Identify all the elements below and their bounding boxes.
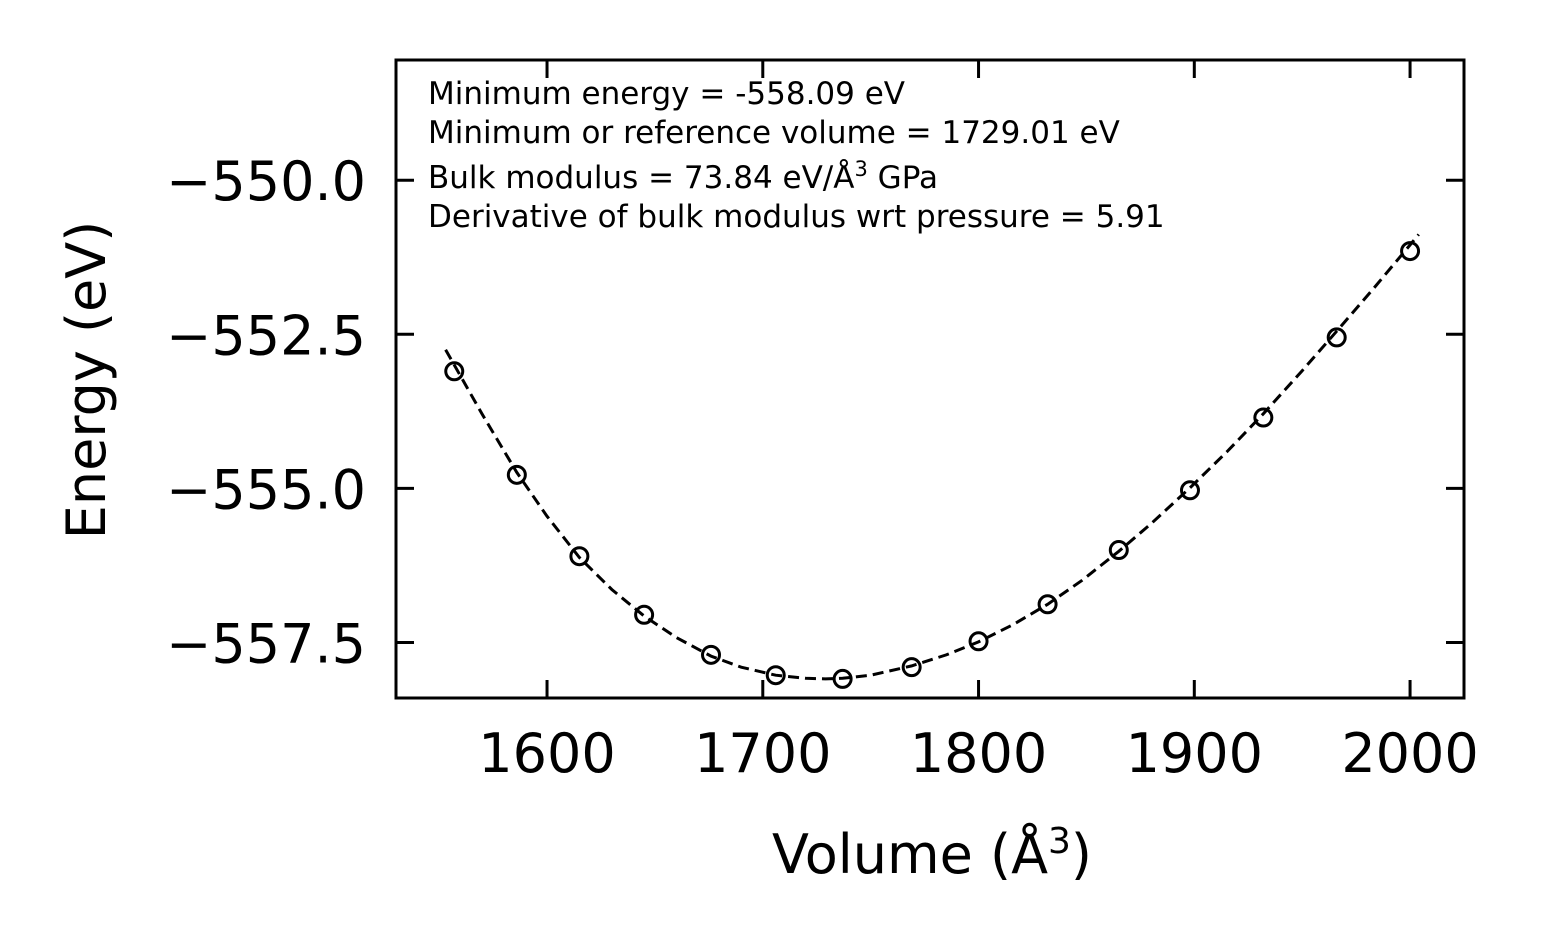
annotation-bulk-derivative: Derivative of bulk modulus wrt pressure … — [428, 199, 1165, 235]
data-point — [901, 657, 922, 678]
annotation-bulk-modulus: Bulk modulus = 73.84 eV/Å3 GPa — [428, 157, 938, 196]
x-axis-label: Volume (Å3) — [772, 821, 1092, 887]
x-tick-label: 2000 — [1341, 722, 1478, 785]
annotation-ref-volume: Minimum or reference volume = 1729.01 eV — [428, 115, 1120, 151]
data-point — [832, 668, 853, 689]
data-point — [506, 464, 527, 485]
data-point — [634, 604, 655, 625]
data-point — [1108, 540, 1129, 561]
axis-ticks — [396, 60, 1464, 698]
data-point — [444, 361, 465, 382]
data-points — [444, 241, 1421, 689]
data-point — [1179, 480, 1200, 501]
data-point — [1326, 327, 1347, 348]
data-point — [1037, 594, 1058, 615]
annotation-min-energy: Minimum energy = -558.09 eV — [428, 76, 905, 112]
x-tick-label: 1900 — [1126, 722, 1263, 785]
data-point — [968, 631, 989, 652]
data-point — [765, 665, 786, 686]
y-tick-label: −555.0 — [166, 458, 366, 521]
x-tick-label: 1600 — [478, 722, 615, 785]
y-axis-label: Energy (eV) — [55, 221, 118, 540]
y-tick-label: −550.0 — [166, 150, 366, 213]
data-point — [1400, 241, 1421, 262]
y-tick-label: −557.5 — [166, 613, 366, 676]
x-tick-label: 1800 — [910, 722, 1047, 785]
data-point — [1253, 407, 1274, 428]
fit-curve-line — [444, 233, 1420, 681]
plot-frame — [394, 58, 1466, 700]
y-tick-label: −552.5 — [166, 304, 366, 367]
x-tick-label: 1700 — [694, 722, 831, 785]
data-point — [569, 546, 590, 567]
data-point — [701, 644, 722, 665]
